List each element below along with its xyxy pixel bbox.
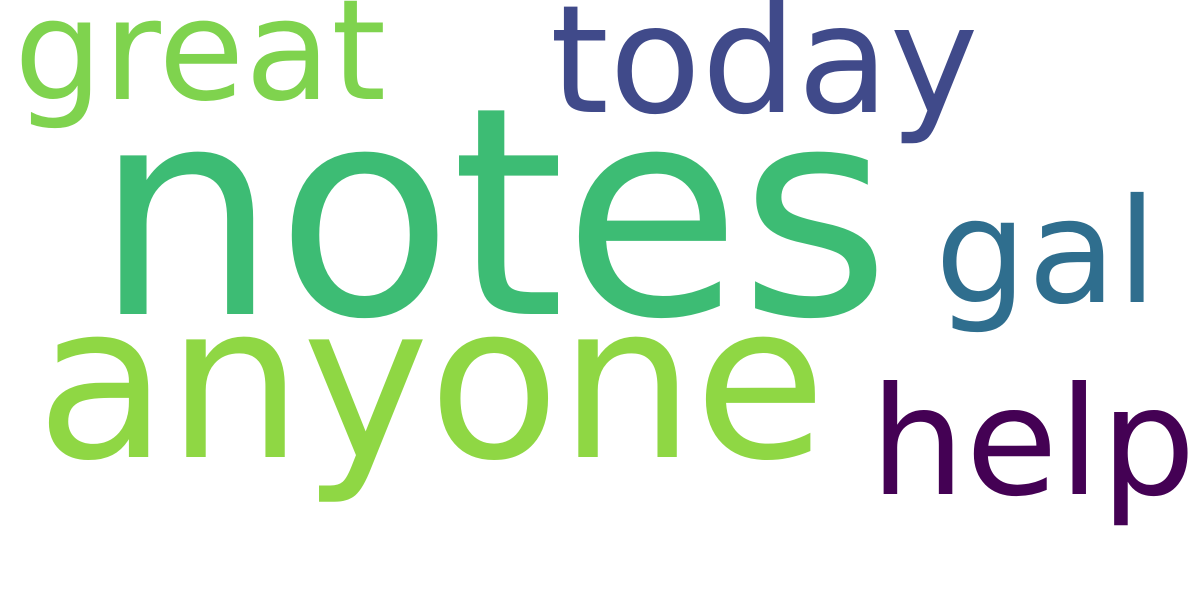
word-great: great xyxy=(14,0,387,133)
word-help: help xyxy=(870,356,1197,530)
word-today: today xyxy=(550,0,979,148)
word-anyone: anyone xyxy=(36,257,826,508)
word-gal: gal xyxy=(935,168,1158,337)
word-notes: notes xyxy=(94,46,890,383)
